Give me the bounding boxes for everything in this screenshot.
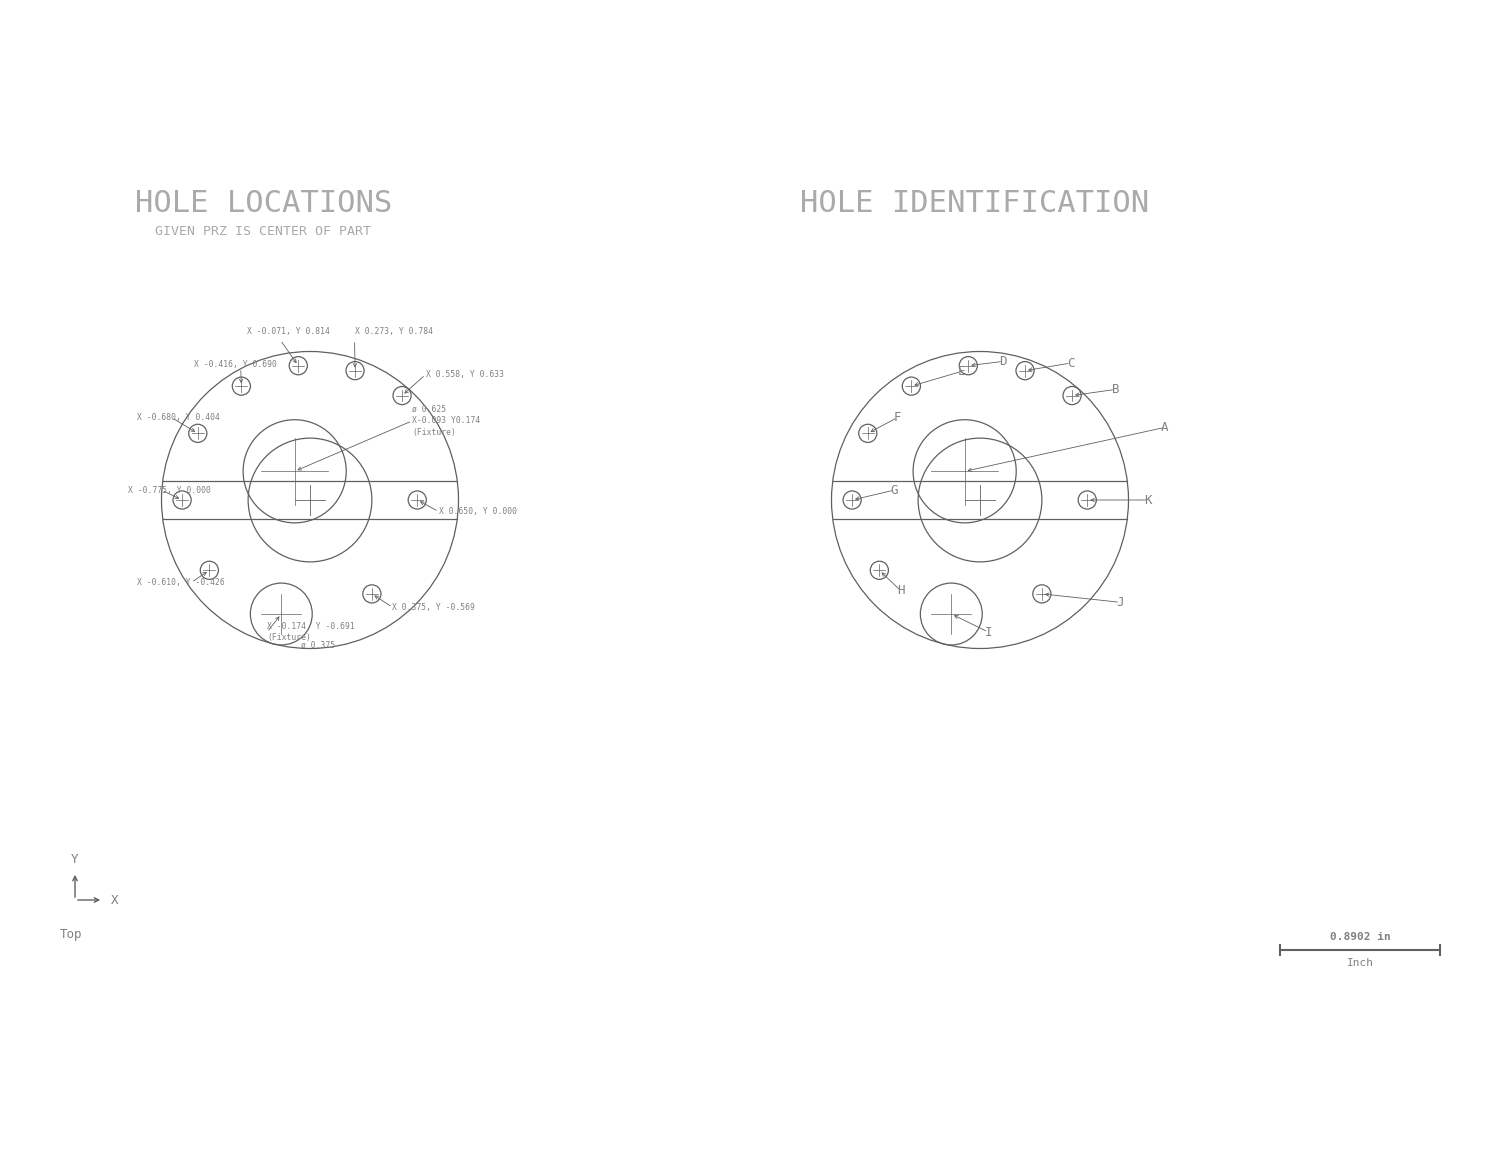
Text: X 0.650, Y 0.000: X 0.650, Y 0.000 xyxy=(438,506,516,516)
Text: GIVEN PRZ IS CENTER OF PART: GIVEN PRZ IS CENTER OF PART xyxy=(154,225,370,238)
Text: B: B xyxy=(1112,382,1119,396)
Text: I: I xyxy=(984,626,992,639)
Text: X 0.273, Y 0.784: X 0.273, Y 0.784 xyxy=(354,327,432,336)
Text: X: X xyxy=(111,894,118,906)
Text: K: K xyxy=(1144,494,1152,506)
Text: Y: Y xyxy=(72,853,78,866)
Text: D: D xyxy=(999,355,1006,367)
Text: F: F xyxy=(894,411,902,424)
Text: X 0.375, Y -0.569: X 0.375, Y -0.569 xyxy=(393,603,476,612)
Text: G: G xyxy=(891,483,898,496)
Text: X 0.558, Y 0.633: X 0.558, Y 0.633 xyxy=(426,370,504,379)
Text: ø 0.625
X-0.093 Y0.174
(Fixture): ø 0.625 X-0.093 Y0.174 (Fixture) xyxy=(413,404,480,437)
Text: E: E xyxy=(958,365,966,378)
Text: X -0.174, Y -0.691
(Fixture): X -0.174, Y -0.691 (Fixture) xyxy=(267,621,356,642)
Text: X -0.416, Y 0.690: X -0.416, Y 0.690 xyxy=(195,360,278,370)
Text: X -0.610, Y -0.426: X -0.610, Y -0.426 xyxy=(136,578,225,586)
Text: H: H xyxy=(897,584,904,597)
Text: 0.8902 in: 0.8902 in xyxy=(1329,932,1390,942)
Text: X -0.680, Y 0.404: X -0.680, Y 0.404 xyxy=(136,413,219,422)
Text: ø 0.375: ø 0.375 xyxy=(302,641,336,650)
Text: Inch: Inch xyxy=(1347,958,1374,968)
Text: Top: Top xyxy=(60,928,82,941)
Text: A: A xyxy=(1161,421,1168,433)
Text: HOLE LOCATIONS: HOLE LOCATIONS xyxy=(135,189,393,218)
Text: C: C xyxy=(1066,357,1074,370)
Text: X -0.775, Y 0.000: X -0.775, Y 0.000 xyxy=(129,486,212,495)
Text: X -0.071, Y 0.814: X -0.071, Y 0.814 xyxy=(248,327,330,336)
Text: HOLE IDENTIFICATION: HOLE IDENTIFICATION xyxy=(800,189,1149,218)
Text: J: J xyxy=(1116,596,1124,608)
